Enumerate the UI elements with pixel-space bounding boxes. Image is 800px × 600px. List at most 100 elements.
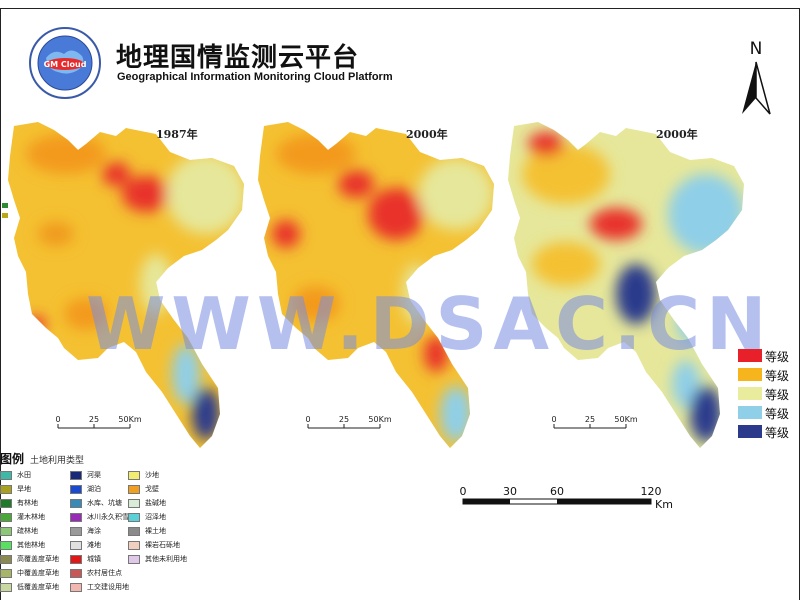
map-year-label: 2000年 xyxy=(406,127,448,141)
time-series-maps: 1987年 0 25 50Km 20 xyxy=(8,122,744,448)
class-swatch xyxy=(738,406,762,419)
legend-swatch xyxy=(128,499,140,508)
legend-label: 高覆盖度草地 xyxy=(17,555,59,563)
scale-tick: 60 xyxy=(550,485,564,498)
north-label: N xyxy=(750,39,763,59)
legend-swatch xyxy=(70,541,82,550)
legend-label: 戈壁 xyxy=(145,485,159,493)
legend-swatch xyxy=(0,513,12,522)
scale-tick: 30 xyxy=(503,485,517,498)
legend-label: 沙地 xyxy=(145,471,159,479)
legend-swatch xyxy=(128,527,140,536)
left-edge-mark xyxy=(2,203,8,208)
legend-swatch xyxy=(70,485,82,494)
class-swatch xyxy=(738,387,762,400)
svg-text:25: 25 xyxy=(339,415,349,424)
legend-swatch xyxy=(70,471,82,480)
page-subtitle: Geographical Information Monitoring Clou… xyxy=(117,71,393,83)
legend-title: 图例 xyxy=(0,452,25,466)
scale-tick: 120 xyxy=(641,485,662,498)
class-label: 等级 xyxy=(765,369,790,383)
legend-swatch xyxy=(128,471,140,480)
legend-label: 水库、坑塘 xyxy=(87,499,122,507)
frame-left-border xyxy=(0,8,1,600)
legend-swatch xyxy=(70,569,82,578)
legend-swatch xyxy=(0,471,12,480)
legend-label: 低覆盖度草地 xyxy=(17,583,59,591)
legend-label: 水田 xyxy=(17,471,31,479)
map-scale-bar: 0 25 50Km xyxy=(55,415,142,429)
svg-text:50Km: 50Km xyxy=(614,415,637,424)
legend-label: 农村居住点 xyxy=(87,569,122,577)
left-edge-mark xyxy=(2,213,8,218)
map-year-label: 1987年 xyxy=(156,127,198,141)
class-legend-item: 等级 xyxy=(738,367,800,383)
legend-label: 盐碱地 xyxy=(145,499,166,507)
legend-label: 滩地 xyxy=(87,541,101,549)
scale-tick: 0 xyxy=(460,485,467,498)
watermark-text: WWW.DSAC.CN xyxy=(86,282,773,366)
class-legend: 等级 等级 等级 等级 等级 xyxy=(738,348,800,443)
legend-label: 旱地 xyxy=(17,485,31,493)
map-scale-bar: 0 25 50Km xyxy=(305,415,392,429)
legend-label: 海涂 xyxy=(87,527,101,535)
legend-label: 河渠 xyxy=(87,471,101,479)
map-year-label: 2000年 xyxy=(656,127,698,141)
class-label: 等级 xyxy=(765,350,790,364)
legend-label: 有林地 xyxy=(17,499,38,507)
class-label: 等级 xyxy=(765,407,790,421)
frame-top-border xyxy=(0,8,800,9)
legend-swatch xyxy=(70,555,82,564)
page-title: 地理国情监测云平台 xyxy=(116,43,360,73)
legend-label: 冰川永久积雪 xyxy=(87,513,129,521)
legend-subtitle: 土地利用类型 xyxy=(30,456,85,466)
legend-swatch xyxy=(0,541,12,550)
landuse-legend: 水田旱地有林地灌木林地疏林地其他林地高覆盖度草地 中覆盖度草地 低覆盖度草地 河渠湖泊… xyxy=(0,470,240,598)
legend-swatch xyxy=(0,555,12,564)
legend-label: 其他林地 xyxy=(17,541,45,549)
class-label: 等级 xyxy=(765,388,790,402)
svg-text:25: 25 xyxy=(585,415,595,424)
class-swatch xyxy=(738,368,762,381)
legend-label: 灌木林地 xyxy=(17,513,45,521)
legend-swatch xyxy=(0,485,12,494)
legend-label: 裸土地 xyxy=(145,527,166,535)
svg-text:25: 25 xyxy=(89,415,99,424)
class-legend-item: 等级 xyxy=(738,348,800,364)
scale-unit: Km xyxy=(655,498,673,511)
north-arrow-icon: N xyxy=(742,39,771,115)
legend-swatch xyxy=(70,527,82,536)
legend-label: 湖泊 xyxy=(87,485,101,493)
svg-text:0: 0 xyxy=(305,415,310,424)
class-swatch xyxy=(738,425,762,438)
svg-text:50Km: 50Km xyxy=(118,415,141,424)
legend-swatch xyxy=(70,513,82,522)
legend-swatch xyxy=(0,499,12,508)
platform-logo: GM Cloud xyxy=(29,27,101,99)
class-legend-item: 等级 xyxy=(738,405,800,421)
legend-label: 疏林地 xyxy=(17,527,38,535)
legend-swatch xyxy=(70,499,82,508)
legend-swatch xyxy=(0,569,12,578)
svg-text:50Km: 50Km xyxy=(368,415,391,424)
logo-text: GM Cloud xyxy=(44,60,87,69)
class-swatch xyxy=(738,349,762,362)
map-scale-bar: 0 25 50Km xyxy=(551,415,638,429)
legend-swatch xyxy=(128,541,140,550)
legend-swatch xyxy=(0,527,12,536)
legend-swatch xyxy=(128,513,140,522)
legend-label: 其他未利用地 xyxy=(145,555,187,563)
legend-label: 沼泽地 xyxy=(145,513,166,521)
legend-label: 中覆盖度草地 xyxy=(17,569,59,577)
legend-swatch xyxy=(70,583,82,592)
legend-swatch xyxy=(128,555,140,564)
svg-text:0: 0 xyxy=(551,415,556,424)
legend-label: 裸岩石砾地 xyxy=(145,541,180,549)
legend-label: 工交建设用地 xyxy=(87,583,129,591)
legend-swatch xyxy=(0,583,12,592)
class-legend-item: 等级 xyxy=(738,386,800,402)
legend-label: 城镇 xyxy=(87,555,101,563)
scale-bar: 0 30 60 120 Km xyxy=(460,485,673,511)
class-label: 等级 xyxy=(765,426,790,440)
legend-swatch xyxy=(128,485,140,494)
